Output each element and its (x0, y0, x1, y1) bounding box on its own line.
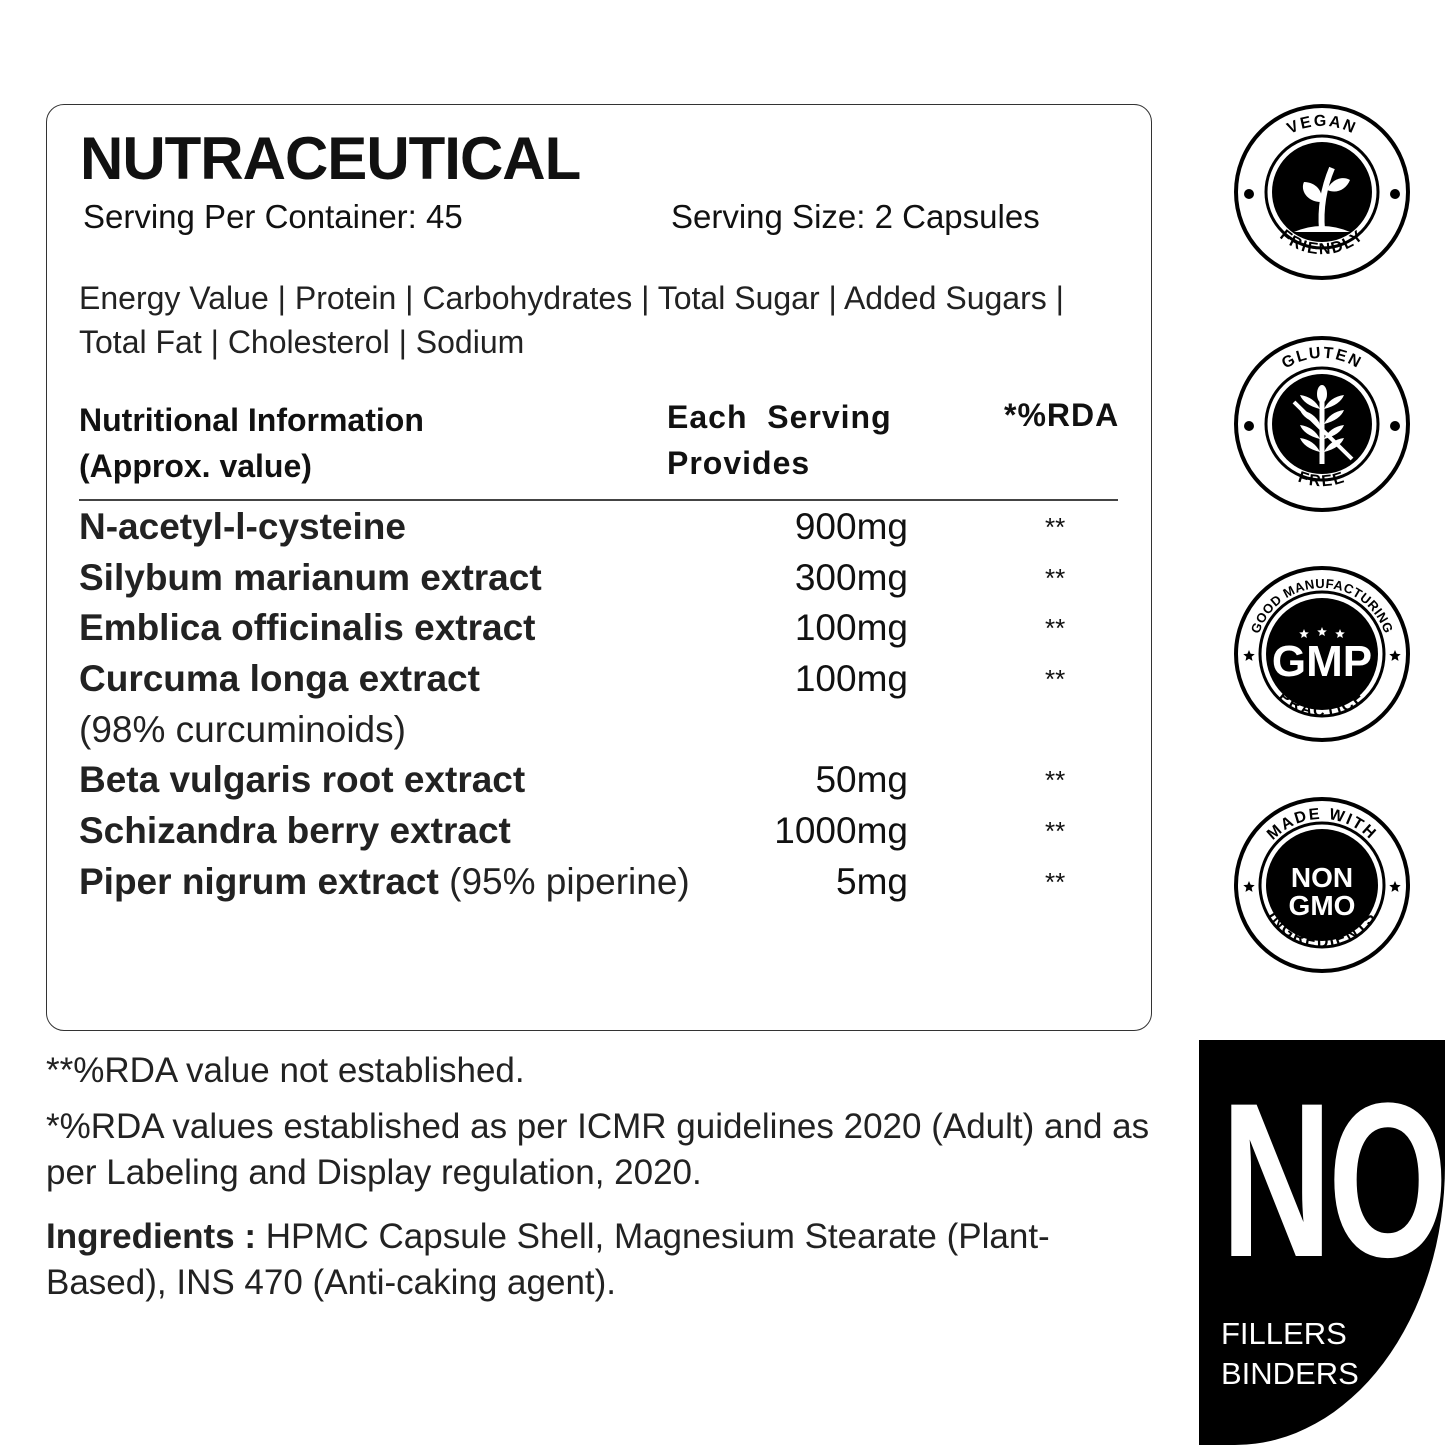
table-row: (98% curcuminoids) (79, 709, 1119, 759)
amount: 100mg (794, 658, 908, 699)
table-row: Silybum marianum extract 300mg ** (79, 557, 1119, 607)
header-line: Each Serving (667, 399, 892, 435)
gmo-text: GMO (1289, 890, 1356, 921)
binders-text: BINDERS (1221, 1356, 1359, 1391)
rda: ** (1045, 765, 1066, 795)
amount: 50mg (815, 759, 908, 800)
no-fillers-binders-panel: NO FILLERS BINDERS (1199, 1040, 1445, 1445)
no-text: NO (1221, 1057, 1445, 1303)
ingredient-name-text: Beta vulgaris root extract (79, 759, 526, 800)
table-row: Emblica officinalis extract 100mg ** (79, 607, 1119, 657)
rda: ** (1045, 867, 1066, 897)
badge-side-markers (1243, 650, 1401, 661)
badge-side-markers (1244, 421, 1400, 431)
ingredient-name: (98% curcuminoids) (79, 709, 406, 751)
rda: ** (1045, 613, 1066, 643)
ingredient-name-text: Curcuma longa extract (79, 658, 480, 699)
ingredients: Ingredients : HPMC Capsule Shell, Magnes… (46, 1214, 1126, 1306)
plant-sprout-badge: VEGAN FRIENDLY (1232, 102, 1412, 282)
crossed-wheat-icon: GLUTEN FREE (1234, 336, 1410, 512)
rda: ** (1045, 816, 1066, 846)
header-nutritional-info: Nutritional Information (Approx. value) (79, 397, 424, 489)
ingredients-label: Ingredients : (46, 1217, 266, 1256)
badge-side-markers (1243, 881, 1401, 892)
ingredient-name-text: N-acetyl-l-cysteine (79, 506, 406, 547)
non-gmo-badge: NON GMO MADE WITH INGREDIENTS (1232, 795, 1412, 975)
ingredient-name-text: Silybum marianum extract (79, 557, 542, 598)
ingredient-name-text: Emblica officinalis extract (79, 607, 536, 648)
ingredient-name: Emblica officinalis extract (79, 607, 536, 649)
rda: ** (1045, 664, 1066, 694)
gmp-text: GMP (1272, 637, 1372, 686)
header-line: Provides (667, 445, 811, 481)
footnote-rda-source: *%RDA values established as per ICMR gui… (46, 1107, 1150, 1192)
gmp-badge: GMP GOOD MANUFACTURING PRACTICE (1232, 564, 1412, 744)
amount: 100mg (794, 607, 908, 648)
ingredient-note: (98% curcuminoids) (79, 709, 406, 750)
serving-per-container: Serving Per Container: 45 (83, 198, 463, 235)
amount: 300mg (794, 557, 908, 598)
footnote-rda-not-established: **%RDA value not established. (46, 1051, 525, 1090)
non-text: NON (1291, 862, 1353, 893)
amount: 900mg (794, 506, 908, 547)
table-row: Piper nigrum extract (95% piperine) 5mg ** (79, 861, 1119, 911)
fillers-text: FILLERS (1221, 1316, 1347, 1351)
ingredient-name: N-acetyl-l-cysteine (79, 506, 406, 548)
ingredient-note: (95% piperine) (438, 861, 690, 902)
header-rda: *%RDA (1004, 397, 1120, 433)
ingredient-name: Beta vulgaris root extract (79, 759, 525, 801)
ingredient-name-text: Schizandra berry extract (79, 810, 511, 851)
ingredient-name: Silybum marianum extract (79, 557, 542, 599)
ingredients-text: HPMC Capsule Shell, Magnesium Stearate (… (46, 1217, 1050, 1302)
product-title: NUTRACEUTICAL (80, 125, 581, 192)
plant-sprout-icon: VEGAN FRIENDLY (1234, 104, 1410, 280)
header-line: (Approx. value) (79, 448, 312, 484)
ingredient-name: Piper nigrum extract (95% piperine) (79, 861, 690, 903)
gmp-icon: GMP GOOD MANUFACTURING PRACTICE (1234, 566, 1410, 742)
header-each-serving: Each Serving Provides (667, 394, 892, 486)
ingredient-name: Curcuma longa extract (79, 658, 480, 700)
table-row: Beta vulgaris root extract 50mg ** (79, 759, 1119, 809)
crossed-wheat-badge: GLUTEN FREE (1232, 334, 1412, 514)
badge-side-markers (1244, 189, 1400, 199)
rda: ** (1045, 512, 1066, 542)
nutrition-panel (46, 104, 1152, 1031)
amount: 1000mg (774, 810, 908, 851)
amount: 5mg (836, 861, 908, 902)
table-row: N-acetyl-l-cysteine 900mg ** (79, 506, 1119, 556)
ingredient-name-text: Piper nigrum extract (79, 861, 439, 902)
rda: ** (1045, 563, 1066, 593)
nutrients-list: Energy Value | Protein | Carbohydrates |… (79, 280, 1064, 360)
table-row: Schizandra berry extract 1000mg ** (79, 810, 1119, 860)
ingredient-name: Schizandra berry extract (79, 810, 511, 852)
header-line: Nutritional Information (79, 402, 424, 438)
serving-size: Serving Size: 2 Capsules (671, 198, 1040, 235)
table-row: Curcuma longa extract 100mg ** (79, 658, 1119, 708)
table-divider (79, 499, 1118, 501)
